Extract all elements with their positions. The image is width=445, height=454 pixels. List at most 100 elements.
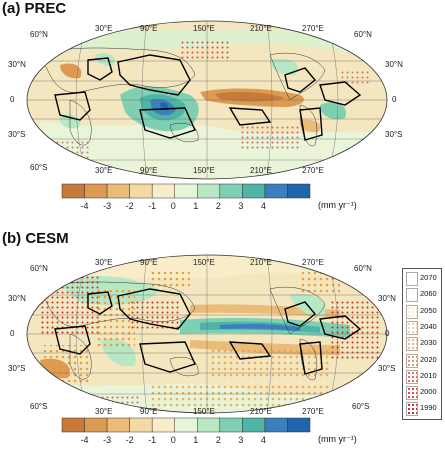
colorbar-b-units: (mm yr⁻¹): [318, 434, 357, 444]
colorbar-swatch: [242, 417, 266, 433]
lon-label: 150°E: [193, 258, 215, 267]
year-legend-swatch: [406, 369, 418, 384]
lat-label: 30°S: [385, 130, 403, 139]
lon-label: 90°E: [140, 166, 158, 175]
year-legend-row: 2010: [403, 369, 441, 384]
lat-label: 60°N: [30, 264, 48, 273]
year-legend-swatch: [406, 272, 418, 286]
lat-label: 30°N: [385, 60, 403, 69]
colorbar-a: [61, 183, 311, 199]
year-legend-swatch: [406, 353, 418, 368]
lon-label: 210°E: [250, 258, 272, 267]
colorbar-tick-label: -3: [103, 201, 112, 211]
colorbar-swatch: [174, 183, 198, 199]
colorbar-swatch: [197, 417, 221, 433]
year-legend-row: 1990: [403, 401, 441, 417]
panel-b-title: (b) CESM: [2, 230, 69, 247]
lon-label: 150°E: [193, 407, 215, 416]
colorbar-swatch: [174, 417, 198, 433]
colorbar-tick-label: 4: [260, 435, 266, 445]
colorbar-tick-label: -1: [148, 435, 157, 445]
colorbar-swatch: [129, 183, 153, 199]
colorbar-tick-label: 1: [193, 201, 199, 211]
lon-label: 90°E: [140, 258, 158, 267]
colorbar-swatch: [84, 417, 108, 433]
year-legend-row: 2040: [403, 320, 441, 335]
colorbar-swatch: [242, 183, 266, 199]
lon-label: 210°E: [250, 24, 272, 33]
lat-label: 0: [10, 95, 15, 104]
year-legend-label: 1990: [420, 403, 437, 413]
lat-label: 0: [10, 329, 15, 338]
colorbar-swatch: [151, 417, 175, 433]
colorbar-swatch: [151, 183, 175, 199]
lat-label: 0: [392, 95, 397, 104]
year-legend: 2070 2060 2050 2040 2030 2020 2010 2000 1990: [402, 268, 442, 420]
colorbar-b: [61, 417, 311, 433]
year-legend-swatch: [406, 337, 418, 352]
colorbar-swatch: [287, 417, 311, 433]
lat-label: 30°S: [8, 364, 26, 373]
colorbar-tick-label: -4: [80, 201, 89, 211]
colorbar-tick-label: -3: [103, 435, 112, 445]
colorbar-a-units: (mm yr⁻¹): [318, 200, 357, 210]
year-legend-label: 2070: [420, 273, 437, 282]
colorbar-swatch: [61, 417, 85, 433]
lat-label: 60°N: [354, 264, 372, 273]
colorbar-swatch: [106, 417, 130, 433]
map-panel-b: [27, 255, 387, 413]
year-legend-label: 2050: [420, 305, 437, 315]
lon-label: 30°E: [95, 258, 113, 267]
year-legend-label: 2020: [420, 354, 437, 364]
map-a-border: [26, 20, 388, 180]
colorbar-tick-label: 2: [215, 201, 221, 211]
year-legend-row: 2020: [403, 353, 441, 368]
year-legend-swatch: [406, 288, 418, 303]
year-legend-swatch: [406, 402, 418, 417]
colorbar-tick-label: 0: [170, 201, 176, 211]
colorbar-swatch: [264, 183, 288, 199]
year-legend-label: 2000: [420, 387, 437, 397]
lon-label: 210°E: [250, 407, 272, 416]
colorbar-swatch: [219, 417, 243, 433]
colorbar-swatch: [61, 183, 85, 199]
year-legend-row: 2000: [403, 385, 441, 401]
colorbar-tick-label: -2: [125, 201, 134, 211]
lon-label: 210°E: [250, 166, 272, 175]
colorbar-tick-label: 1: [193, 435, 199, 445]
lon-label: 90°E: [140, 24, 158, 33]
lat-label: 30°S: [378, 364, 396, 373]
lon-label: 270°E: [302, 258, 324, 267]
year-legend-row: 2060: [403, 287, 441, 303]
colorbar-tick-label: 4: [260, 201, 266, 211]
colorbar-swatch: [84, 183, 108, 199]
lat-label: 30°N: [8, 294, 26, 303]
lon-label: 270°E: [302, 407, 324, 416]
colorbar-swatch: [287, 183, 311, 199]
lon-label: 30°E: [95, 166, 113, 175]
year-legend-swatch: [406, 320, 418, 335]
colorbar-swatch: [264, 417, 288, 433]
colorbar-swatch: [129, 417, 153, 433]
colorbar-tick-label: 3: [238, 435, 244, 445]
colorbar-swatch: [106, 183, 130, 199]
year-legend-row: 2050: [403, 304, 441, 319]
lat-label: 60°S: [30, 163, 48, 172]
colorbar-tick-label: -2: [125, 435, 134, 445]
lat-label: 60°N: [30, 30, 48, 39]
map-b-border: [26, 254, 388, 414]
lat-label: 30°S: [8, 130, 26, 139]
year-legend-label: 2060: [420, 289, 437, 299]
lon-label: 90°E: [140, 407, 158, 416]
lon-label: 150°E: [193, 24, 215, 33]
year-legend-row: 2030: [403, 336, 441, 352]
colorbar-swatch: [197, 183, 221, 199]
colorbar-tick-label: -1: [148, 201, 157, 211]
colorbar-tick-label: 0: [170, 435, 176, 445]
lon-label: 270°E: [302, 24, 324, 33]
colorbar-tick-label: 3: [238, 201, 244, 211]
lat-label: 60°S: [30, 402, 48, 411]
lon-label: 270°E: [302, 166, 324, 175]
lon-label: 30°E: [95, 24, 113, 33]
